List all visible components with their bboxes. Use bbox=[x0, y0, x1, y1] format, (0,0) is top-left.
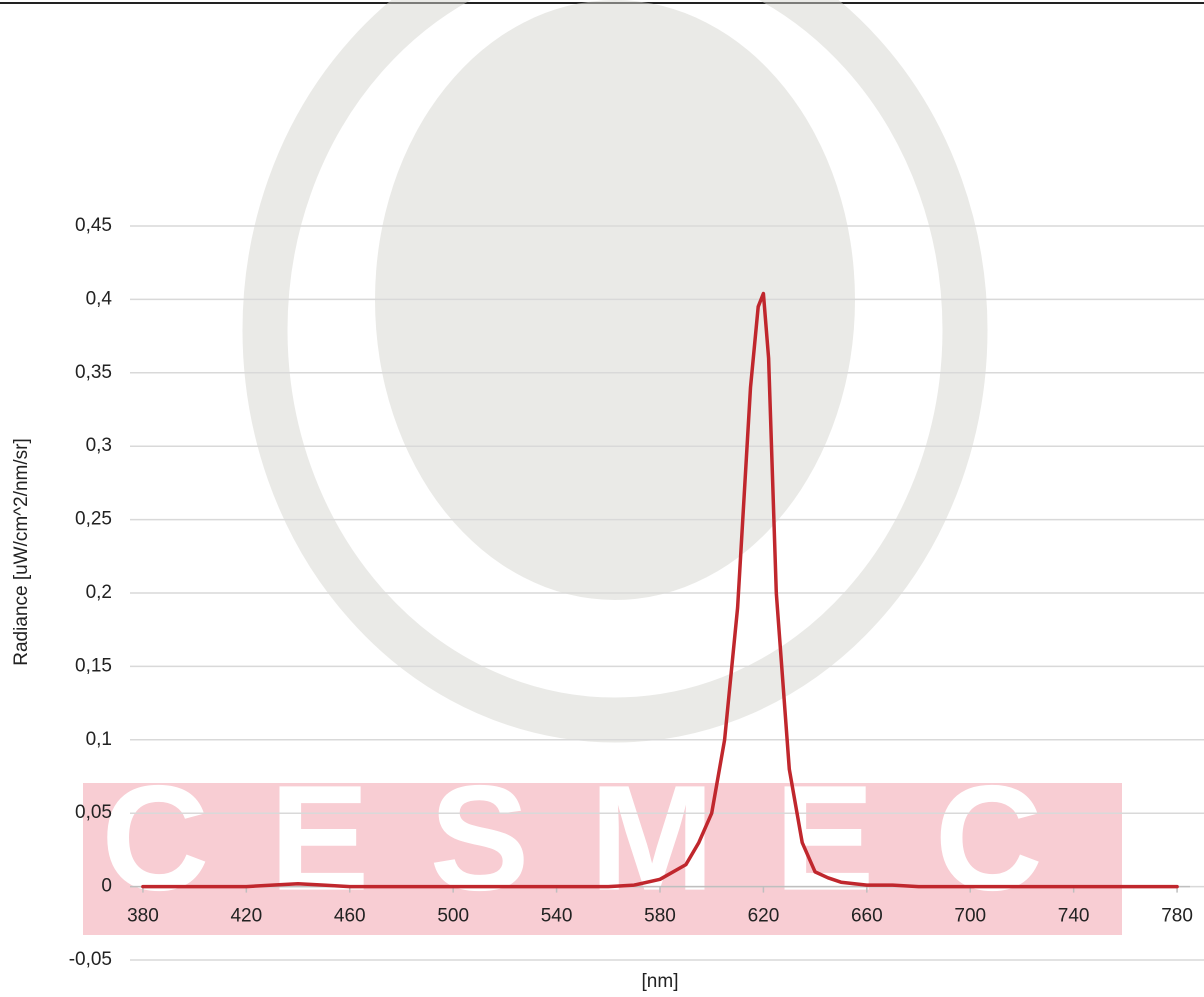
x-tick-label: 540 bbox=[541, 906, 573, 927]
x-tick-label: 620 bbox=[748, 906, 780, 927]
y-tick-label: 0,05 bbox=[75, 802, 112, 823]
x-tick-label: 380 bbox=[127, 906, 159, 927]
y-tick-label: 0,25 bbox=[75, 509, 112, 530]
x-tick-label: 580 bbox=[644, 906, 676, 927]
x-tick-label: 420 bbox=[230, 906, 262, 927]
logo-watermark bbox=[265, 0, 965, 720]
x-tick-label: 740 bbox=[1058, 906, 1090, 927]
chart: CESMEC [nm] Radiance [uW/cm^2/nm/sr] -0,… bbox=[0, 0, 1204, 997]
y-tick-label: 0,3 bbox=[86, 435, 112, 456]
y-tick-label: 0,15 bbox=[75, 655, 112, 676]
watermark-text: CESMEC bbox=[101, 754, 1103, 922]
y-tick-label: 0,4 bbox=[86, 288, 113, 309]
x-tick-label: 660 bbox=[851, 906, 883, 927]
x-tick-label: 500 bbox=[437, 906, 469, 927]
y-tick-label: 0,45 bbox=[75, 215, 112, 236]
x-tick-label: 780 bbox=[1161, 906, 1193, 927]
y-axis-label: Radiance [uW/cm^2/nm/sr] bbox=[11, 438, 32, 665]
y-tick-label: 0 bbox=[101, 876, 112, 897]
x-axis-label: [nm] bbox=[642, 971, 679, 992]
y-tick-label: -0,05 bbox=[69, 949, 112, 970]
y-tick-label: 0,2 bbox=[86, 582, 112, 603]
y-tick-label: 0,35 bbox=[75, 362, 112, 383]
x-tick-label: 700 bbox=[954, 906, 986, 927]
y-tick-label: 0,1 bbox=[86, 729, 112, 750]
x-tick-label: 460 bbox=[334, 906, 366, 927]
